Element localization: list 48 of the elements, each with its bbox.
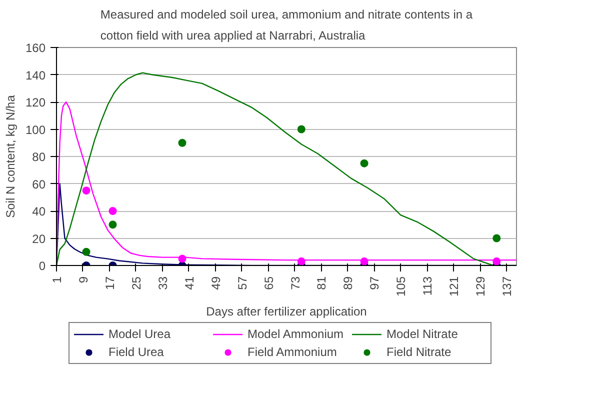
x-tick-label: 49 xyxy=(208,276,223,290)
x-tick-label: 1 xyxy=(50,276,64,284)
y-tick-label: 100 xyxy=(25,122,46,137)
x-tick-label: 105 xyxy=(394,276,408,297)
x-tick-label: 41 xyxy=(182,276,196,290)
y-tick-label: 160 xyxy=(25,41,46,55)
y-tick-label: 140 xyxy=(25,68,46,82)
x-tick-label: 81 xyxy=(314,276,329,290)
y-tick-label: 80 xyxy=(32,150,46,164)
legend-label: Field Ammonium xyxy=(248,345,338,359)
x-tick-label: 97 xyxy=(368,276,382,290)
y-tick-label: 20 xyxy=(32,232,46,246)
x-tick-label: 89 xyxy=(341,276,356,290)
point xyxy=(82,248,90,256)
x-axis-title: Days after fertilizer application xyxy=(206,304,367,319)
x-tick-label: 113 xyxy=(420,276,435,296)
x-tick-label: 9 xyxy=(76,276,90,284)
x-tick-label: 65 xyxy=(262,276,276,290)
point xyxy=(178,254,186,263)
x-tick-label: 129 xyxy=(474,276,488,297)
y-tick-label: 60 xyxy=(32,177,46,192)
legend-label: Field Urea xyxy=(108,345,165,359)
y-tick-label: 0 xyxy=(38,259,46,273)
point xyxy=(82,186,90,195)
legend-label: Model Nitrate xyxy=(386,327,459,341)
point xyxy=(297,257,306,266)
x-tick-label: 17 xyxy=(102,276,117,290)
legend-label: Field Nitrate xyxy=(386,345,452,359)
legend-label: Model Urea xyxy=(108,327,172,341)
point xyxy=(108,207,117,215)
x-tick-label: 121 xyxy=(447,276,462,297)
chart-title: Measured and modeled soil urea, ammonium and nitrate contents in a cotton field with urea applied at Narrabri, Australia xyxy=(100,8,473,42)
point xyxy=(178,138,186,147)
y-tick-label: 120 xyxy=(25,96,46,110)
point xyxy=(108,220,117,229)
point xyxy=(492,234,501,242)
point xyxy=(297,125,306,134)
y-tick-label: 40 xyxy=(32,204,46,218)
x-tick-label: 57 xyxy=(235,276,250,290)
point xyxy=(492,257,501,266)
x-tick-label: 73 xyxy=(288,276,302,290)
point xyxy=(360,257,368,266)
y-axis-title: Soil N content, kg N/ha xyxy=(3,94,18,218)
legend-label: Model Ammonium xyxy=(248,327,345,341)
x-tick-label: 25 xyxy=(129,276,144,290)
x-tick-label: 137 xyxy=(500,276,514,297)
point xyxy=(360,159,368,168)
x-tick-label: 33 xyxy=(156,276,170,290)
